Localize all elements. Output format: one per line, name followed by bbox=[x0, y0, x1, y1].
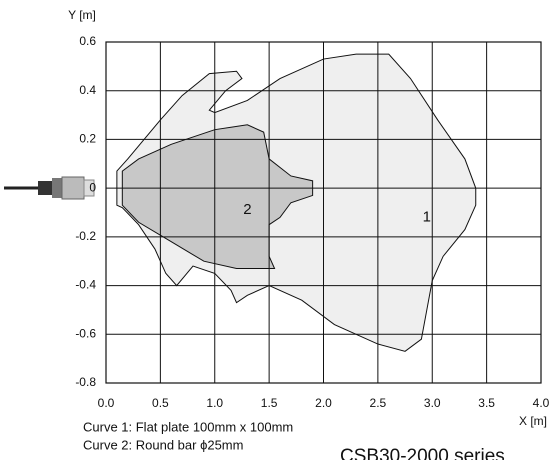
x-tick-label: 3.5 bbox=[478, 396, 495, 410]
x-tick-label: 0.0 bbox=[98, 396, 115, 410]
x-tick-label: 4.0 bbox=[533, 396, 550, 410]
curve-label: 1 bbox=[423, 208, 431, 225]
area-0 bbox=[116, 53, 477, 352]
plot-frame bbox=[105, 41, 542, 384]
note: Curve 2: Round bar ϕ25mm bbox=[83, 437, 243, 452]
note: Curve 1: Flat plate 100mm x 100mm bbox=[83, 419, 293, 434]
x-axis-title: X [m] bbox=[519, 414, 547, 428]
y-tick-label: 0.2 bbox=[79, 132, 96, 146]
x-tick-label: 2.0 bbox=[315, 396, 332, 410]
y-axis-title: Y [m] bbox=[68, 8, 96, 22]
y-tick-label: 0.6 bbox=[79, 34, 96, 48]
y-tick-label: -0.6 bbox=[75, 326, 96, 340]
y-tick-label: -0.4 bbox=[75, 278, 96, 292]
sensor-icon bbox=[4, 176, 95, 200]
x-tick-label: 0.5 bbox=[152, 396, 169, 410]
model-name: CSB30-2000 series bbox=[340, 446, 505, 460]
x-tick-label: 3.0 bbox=[424, 396, 441, 410]
y-tick-label: -0.2 bbox=[75, 229, 96, 243]
x-tick-label: 2.5 bbox=[370, 396, 387, 410]
x-tick-label: 1.5 bbox=[261, 396, 278, 410]
y-tick-label: 0 bbox=[89, 180, 96, 194]
area-1 bbox=[121, 124, 314, 270]
curve-label: 2 bbox=[243, 201, 251, 218]
y-tick-label: 0.4 bbox=[79, 83, 96, 97]
x-tick-label: 1.0 bbox=[206, 396, 223, 410]
y-tick-label: -0.8 bbox=[75, 375, 96, 389]
